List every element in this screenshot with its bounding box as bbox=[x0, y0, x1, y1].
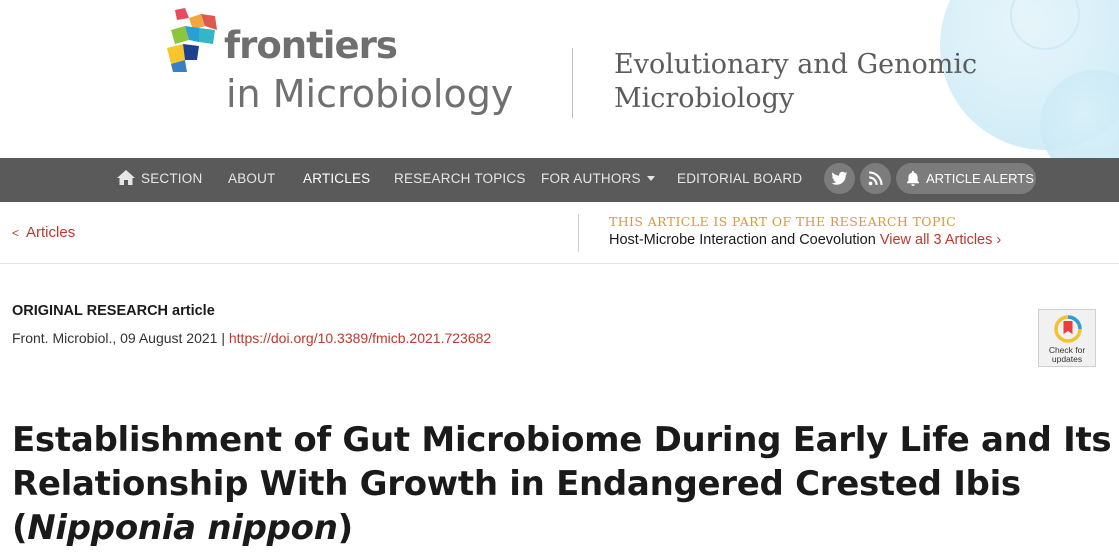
section-title-line1: Evolutionary and Genomic bbox=[614, 49, 978, 80]
brand-name[interactable]: frontiers bbox=[224, 24, 398, 67]
nav-item-section[interactable]: SECTION bbox=[117, 158, 202, 202]
journal-name[interactable]: in Microbiology bbox=[226, 72, 514, 116]
nav-item-articles[interactable]: ARTICLES bbox=[303, 158, 370, 202]
view-all-articles-label: View all 3 Articles bbox=[879, 232, 993, 248]
nav-item-label: RESEARCH TOPICS bbox=[394, 171, 526, 186]
breadcrumb-divider bbox=[578, 214, 579, 252]
article-meta: Front. Microbiol., 09 August 2021 | http… bbox=[12, 330, 491, 346]
check-for-updates-line2: updates bbox=[1051, 354, 1083, 364]
chevron-right-icon: › bbox=[996, 232, 1002, 248]
article-alerts-label: ARTICLE ALERTS bbox=[926, 171, 1034, 186]
article-title-end: ) bbox=[337, 508, 354, 548]
article-title-species: Nipponia nippon bbox=[27, 508, 338, 548]
twitter-button[interactable] bbox=[824, 163, 855, 194]
site-header: frontiers in Microbiology Evolutionary a… bbox=[0, 0, 1119, 158]
doi-link[interactable]: https://doi.org/10.3389/fmicb.2021.72368… bbox=[228, 330, 492, 346]
check-for-updates-text: Check for updates bbox=[1039, 346, 1095, 364]
chevron-left-icon: < bbox=[12, 226, 20, 240]
view-all-articles-link[interactable]: View all 3 Articles › bbox=[880, 232, 1001, 248]
nav-item-label: SECTION bbox=[141, 171, 203, 186]
header-divider bbox=[572, 48, 573, 118]
bell-icon bbox=[907, 171, 919, 186]
nav-item-editorial-board[interactable]: EDITORIAL BOARD bbox=[677, 158, 802, 202]
check-for-updates-line1: Check for bbox=[1048, 345, 1086, 355]
chevron-down-icon bbox=[646, 175, 655, 181]
nav-item-label: FOR AUTHORS bbox=[541, 171, 641, 186]
article-type: ORIGINAL RESEARCH article bbox=[12, 303, 215, 319]
breadcrumb-bar: < Articles THIS ARTICLE IS PART OF THE RE… bbox=[0, 202, 1119, 264]
article-title: Establishment of Gut Microbiome During E… bbox=[12, 418, 1112, 550]
check-for-updates-badge[interactable]: Check for updates bbox=[1038, 309, 1096, 367]
research-topic-label: THIS ARTICLE IS PART OF THE RESEARCH TOP… bbox=[609, 214, 957, 229]
rss-button[interactable] bbox=[860, 163, 891, 194]
nav-item-about[interactable]: ABOUT bbox=[228, 158, 276, 202]
nav-item-for-authors[interactable]: FOR AUTHORS bbox=[541, 158, 655, 202]
research-topic-name[interactable]: Host-Microbe Interaction and Coevolution bbox=[609, 232, 876, 248]
check-for-updates-icon bbox=[1054, 315, 1082, 343]
rss-icon bbox=[868, 171, 883, 186]
section-title-line2: Microbiology bbox=[614, 83, 795, 114]
back-link-label: Articles bbox=[26, 224, 76, 241]
section-title: Evolutionary and Genomic Microbiology bbox=[614, 48, 1014, 116]
home-icon bbox=[117, 169, 135, 185]
nav-item-label: ARTICLES bbox=[303, 171, 371, 186]
article-title-main: Establishment of Gut Microbiome During E… bbox=[12, 420, 1112, 548]
back-to-articles-link[interactable]: < Articles bbox=[12, 224, 75, 241]
twitter-icon bbox=[831, 171, 848, 185]
meta-separator: | bbox=[221, 330, 225, 346]
nav-item-research-topics[interactable]: RESEARCH TOPICS bbox=[394, 158, 526, 202]
frontiers-logo-icon[interactable] bbox=[165, 8, 221, 72]
nav-item-label: EDITORIAL BOARD bbox=[677, 171, 803, 186]
nav-item-label: ABOUT bbox=[228, 171, 276, 186]
article-alerts-button[interactable]: ARTICLE ALERTS bbox=[896, 163, 1036, 194]
research-topic-line: Host-Microbe Interaction and Coevolution… bbox=[609, 232, 1001, 248]
journal-date: Front. Microbiol., 09 August 2021 bbox=[12, 330, 218, 346]
